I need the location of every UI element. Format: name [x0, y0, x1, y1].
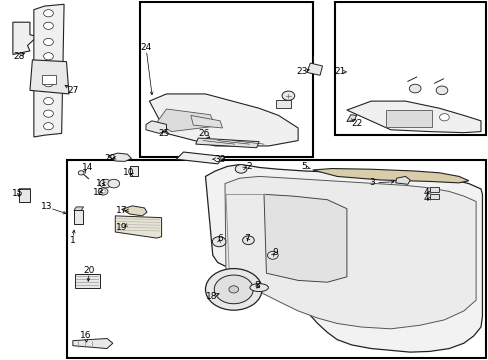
Polygon shape: [195, 138, 259, 148]
Circle shape: [242, 236, 254, 244]
Circle shape: [43, 98, 53, 105]
Text: 1: 1: [70, 237, 76, 246]
Polygon shape: [73, 338, 113, 348]
Circle shape: [43, 110, 53, 117]
Polygon shape: [30, 60, 69, 94]
Circle shape: [408, 84, 420, 93]
Polygon shape: [346, 115, 356, 122]
FancyBboxPatch shape: [42, 75, 56, 84]
Text: 13: 13: [41, 202, 52, 211]
Polygon shape: [395, 176, 409, 184]
Text: 15: 15: [12, 189, 23, 198]
Text: 25: 25: [158, 129, 169, 138]
Circle shape: [212, 237, 225, 247]
Polygon shape: [176, 152, 224, 164]
Text: 18: 18: [205, 292, 217, 301]
Ellipse shape: [130, 175, 138, 178]
Text: 4: 4: [422, 188, 428, 197]
Text: 14: 14: [81, 163, 93, 172]
Circle shape: [101, 190, 105, 193]
FancyBboxPatch shape: [334, 3, 485, 135]
Polygon shape: [13, 22, 37, 54]
Text: 17: 17: [116, 206, 127, 215]
Circle shape: [267, 251, 278, 259]
Text: 4: 4: [422, 194, 428, 203]
Text: 12: 12: [92, 188, 103, 197]
Text: 26: 26: [198, 129, 209, 138]
Polygon shape: [34, 4, 64, 137]
Circle shape: [43, 80, 53, 87]
Circle shape: [235, 165, 246, 173]
Polygon shape: [108, 153, 131, 161]
Text: 23: 23: [296, 67, 307, 76]
Polygon shape: [306, 63, 322, 75]
Ellipse shape: [130, 165, 138, 168]
FancyBboxPatch shape: [130, 166, 138, 176]
FancyBboxPatch shape: [140, 3, 312, 157]
Text: 27: 27: [67, 86, 79, 95]
Polygon shape: [264, 194, 346, 282]
Text: 28: 28: [14, 53, 25, 62]
Text: 16: 16: [80, 332, 91, 341]
FancyBboxPatch shape: [74, 210, 82, 224]
Text: 30: 30: [214, 155, 225, 164]
Text: 19: 19: [116, 223, 127, 232]
Circle shape: [78, 171, 84, 175]
Text: 3: 3: [368, 178, 374, 187]
Text: 21: 21: [333, 67, 345, 76]
FancyBboxPatch shape: [429, 187, 438, 192]
Polygon shape: [149, 94, 298, 146]
Circle shape: [228, 286, 238, 293]
Text: 20: 20: [83, 266, 95, 275]
Text: 11: 11: [96, 179, 107, 188]
FancyBboxPatch shape: [75, 274, 100, 288]
Polygon shape: [190, 116, 222, 128]
Text: 5: 5: [301, 162, 306, 171]
FancyBboxPatch shape: [385, 110, 431, 127]
Circle shape: [100, 179, 111, 188]
Text: 9: 9: [272, 248, 278, 257]
Circle shape: [43, 53, 53, 60]
Ellipse shape: [249, 284, 268, 292]
Circle shape: [43, 10, 53, 17]
Text: 29: 29: [104, 154, 115, 163]
Circle shape: [108, 179, 120, 188]
Circle shape: [43, 123, 53, 130]
Text: 10: 10: [122, 168, 134, 177]
Circle shape: [435, 86, 447, 95]
Text: 7: 7: [244, 234, 249, 243]
Text: 22: 22: [350, 119, 362, 128]
Circle shape: [439, 114, 448, 121]
Circle shape: [205, 269, 262, 310]
Circle shape: [98, 188, 108, 195]
FancyBboxPatch shape: [276, 100, 290, 108]
FancyBboxPatch shape: [429, 194, 438, 199]
Circle shape: [43, 39, 53, 45]
Polygon shape: [74, 207, 83, 211]
Circle shape: [282, 91, 294, 100]
Polygon shape: [146, 121, 166, 134]
FancyBboxPatch shape: [19, 189, 30, 202]
Text: 2: 2: [246, 162, 252, 171]
Text: 8: 8: [254, 280, 260, 289]
Polygon shape: [346, 101, 480, 133]
Circle shape: [214, 275, 253, 304]
Polygon shape: [157, 109, 215, 132]
Polygon shape: [205, 165, 482, 352]
Circle shape: [43, 22, 53, 30]
Text: 24: 24: [140, 43, 151, 52]
FancyBboxPatch shape: [66, 160, 485, 357]
Polygon shape: [19, 188, 30, 189]
Polygon shape: [122, 206, 147, 216]
Polygon shape: [115, 216, 161, 238]
Polygon shape: [224, 176, 475, 329]
Polygon shape: [312, 168, 468, 183]
Text: 6: 6: [217, 234, 223, 243]
